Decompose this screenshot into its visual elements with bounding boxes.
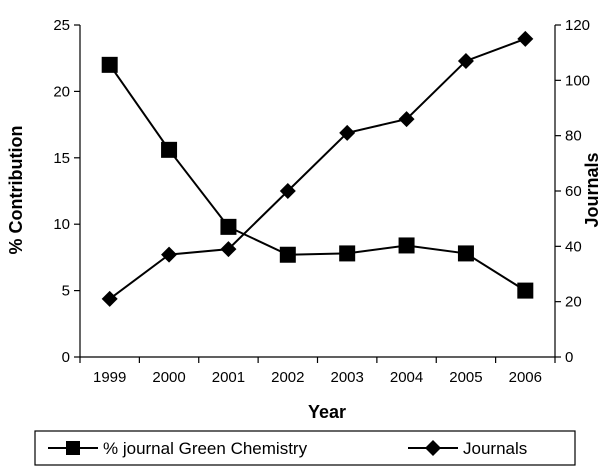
left-y-tick-label: 20 — [53, 83, 70, 100]
series-line-0 — [108, 64, 526, 292]
right-y-tick-label: 80 — [565, 128, 582, 145]
data-point-square — [517, 282, 534, 299]
right-y-tick-label: 0 — [565, 349, 573, 366]
right-y-tick-label: 60 — [565, 183, 582, 200]
x-tick-label: 2003 — [331, 369, 364, 386]
legend-item-journals: Journals — [408, 439, 527, 458]
data-point-diamond — [457, 52, 474, 69]
series-line-1 — [109, 37, 526, 300]
right-y-tick-label: 20 — [565, 294, 582, 311]
data-point-diamond — [517, 30, 534, 47]
x-tick-label: 1999 — [93, 369, 126, 386]
legend: % journal Green Chemistry Journals — [34, 430, 576, 466]
legend-item-green-chemistry: % journal Green Chemistry — [48, 439, 308, 458]
data-point-diamond — [398, 111, 415, 128]
x-tick-label: 2006 — [509, 369, 542, 386]
x-tick-label: 2004 — [390, 369, 423, 386]
legend-label-journals: Journals — [463, 439, 527, 458]
right-axis-title: Journals — [582, 152, 602, 227]
data-point-diamond — [161, 246, 178, 263]
left-y-tick-label: 15 — [53, 150, 70, 167]
x-tick-label: 2002 — [271, 369, 304, 386]
left-y-tick-label: 0 — [62, 349, 70, 366]
data-point-square — [161, 141, 178, 158]
plot-area: 0 5 10 15 20 25 0 20 40 60 80 100 120 1999 2000 2001 200… — [53, 17, 590, 386]
legend-square-marker — [66, 441, 80, 455]
left-axis-title: % Contribution — [6, 126, 26, 255]
x-tick-label: 2001 — [212, 369, 245, 386]
data-point-square — [398, 237, 415, 254]
right-y-tick-label: 40 — [565, 238, 582, 255]
legend-label-green-chemistry: % journal Green Chemistry — [103, 439, 308, 458]
left-y-tick-label: 5 — [62, 283, 70, 300]
data-point-square — [339, 245, 356, 262]
x-axis-title: Year — [308, 402, 346, 422]
data-point-square — [101, 56, 118, 73]
left-y-tick-label: 25 — [53, 17, 70, 34]
right-y-tick-label: 100 — [565, 72, 590, 89]
data-point-square — [457, 245, 474, 262]
data-point-diamond — [101, 290, 118, 307]
legend-frame — [34, 430, 576, 466]
legend-diamond-marker — [425, 440, 441, 456]
data-point-diamond — [279, 183, 296, 199]
right-y-tick-label: 120 — [565, 17, 590, 34]
data-point-diamond — [339, 124, 356, 141]
data-point-square — [279, 246, 296, 263]
data-point-square — [220, 218, 237, 235]
data-point-diamond — [220, 241, 237, 258]
x-tick-label: 2000 — [152, 369, 185, 386]
left-y-tick-label: 10 — [53, 216, 70, 233]
x-tick-label: 2005 — [449, 369, 482, 386]
